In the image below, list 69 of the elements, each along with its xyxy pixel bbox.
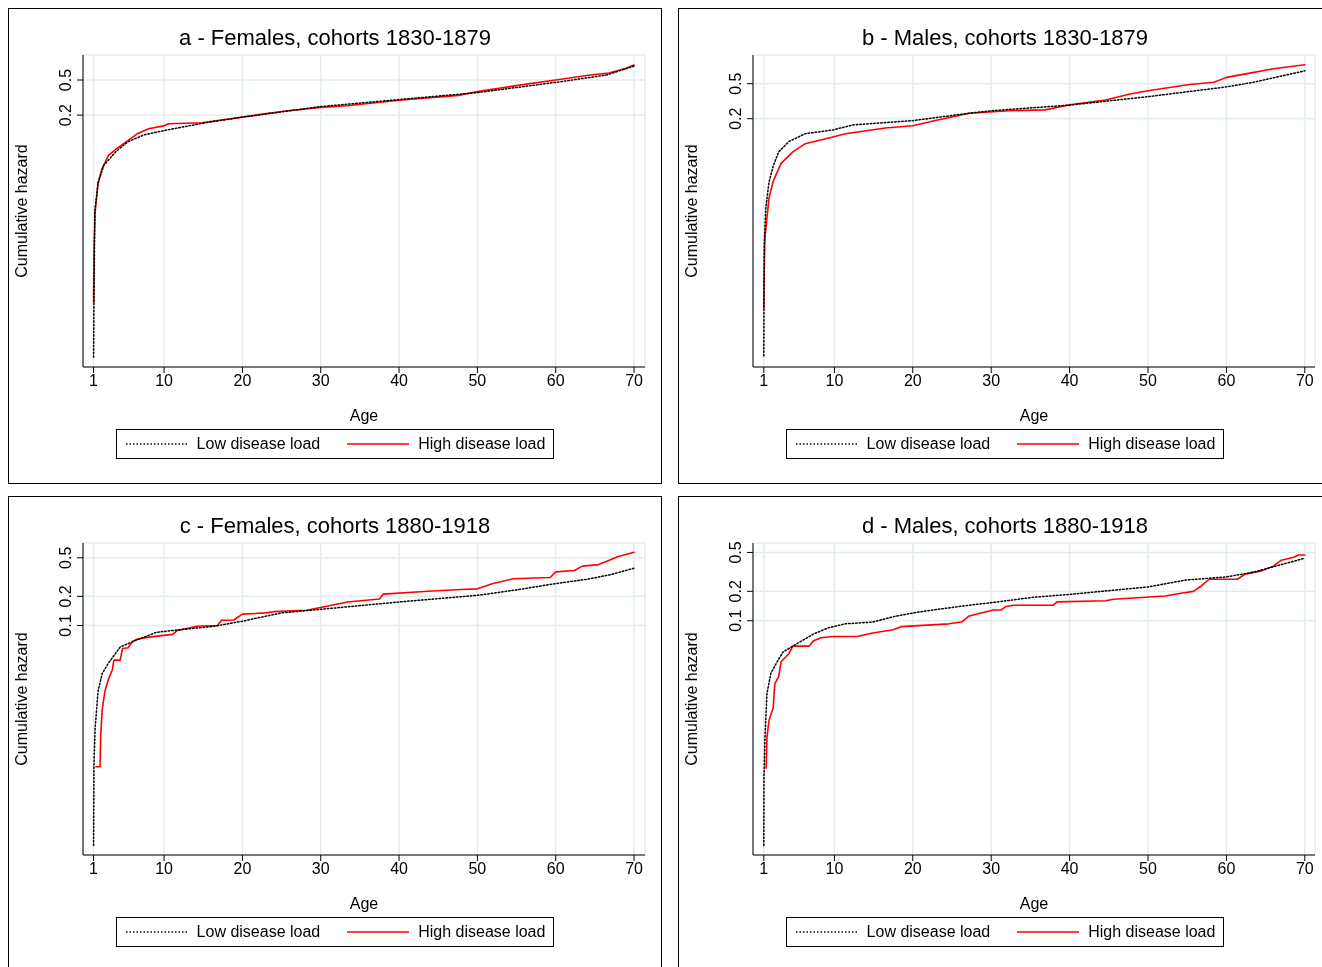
y-axis-title: Cumulative hazard <box>12 632 30 766</box>
line-series <box>92 567 635 847</box>
x-tick-label: 40 <box>1060 860 1079 878</box>
x-tick-label: 10 <box>155 372 174 390</box>
y-tick-label: 0.5 <box>727 72 744 95</box>
x-tick-label: 40 <box>1060 372 1079 390</box>
line-series <box>92 65 635 359</box>
x-tick-label: 70 <box>625 860 644 878</box>
y-tick-label: 0.2 <box>727 580 744 603</box>
legend-label: High disease load <box>1088 435 1216 453</box>
y-axis-title: Cumulative hazard <box>682 144 700 278</box>
x-tick-label: 10 <box>825 372 844 390</box>
x-tick-label: 50 <box>1139 860 1157 878</box>
chart-title: b - Males, cohorts 1830-1879 <box>860 24 1150 52</box>
x-tick-label: 30 <box>311 860 330 878</box>
x-tick-label: 20 <box>903 860 922 878</box>
legend-label: High disease load <box>418 923 546 941</box>
x-tick-label: 50 <box>468 860 487 878</box>
line-series <box>765 554 1306 769</box>
y-tick-label: 0.5 <box>727 541 744 564</box>
x-tick-label: 60 <box>1217 860 1236 878</box>
x-tick-label: 20 <box>233 860 252 878</box>
y-axis-title: Cumulative hazard <box>12 144 30 278</box>
y-tick-label: 0.1 <box>57 614 74 637</box>
legend-label: High disease load <box>418 435 546 453</box>
x-axis-title: Age <box>349 407 379 424</box>
x-tick-label: 30 <box>311 372 330 390</box>
line-series <box>763 557 1306 847</box>
y-tick-label: 0.2 <box>727 107 744 130</box>
legend-label: Low disease load <box>866 923 991 941</box>
x-axis-title: Age <box>1019 895 1049 912</box>
y-tick-label: 0.2 <box>57 103 74 127</box>
x-tick-label: 50 <box>468 372 487 390</box>
x-tick-label: 60 <box>546 860 565 878</box>
x-tick-label: 70 <box>625 372 644 390</box>
x-tick-label: 50 <box>1139 372 1157 390</box>
x-tick-label: 1 <box>89 860 99 878</box>
y-tick-label: 0.5 <box>57 546 74 569</box>
y-tick-label: 0.2 <box>57 585 74 608</box>
line-series <box>92 64 635 304</box>
chart-title: a - Females, cohorts 1830-1879 <box>178 24 492 52</box>
x-tick-label: 1 <box>759 372 769 390</box>
x-tick-label: 1 <box>759 860 769 878</box>
y-tick-label: 0.1 <box>727 609 744 632</box>
y-tick-label: 0.5 <box>57 68 74 92</box>
x-tick-label: 10 <box>825 860 844 878</box>
x-tick-label: 40 <box>390 372 409 390</box>
x-tick-label: 70 <box>1295 372 1314 390</box>
legend-label: Low disease load <box>866 435 991 453</box>
x-tick-label: 70 <box>1295 860 1314 878</box>
x-tick-label: 40 <box>390 860 409 878</box>
x-tick-label: 30 <box>982 860 1001 878</box>
legend-label: Low disease load <box>196 923 321 941</box>
chart-title: d - Males, cohorts 1880-1918 <box>860 512 1150 540</box>
x-axis-title: Age <box>349 895 379 912</box>
line-series <box>95 551 635 768</box>
x-tick-label: 20 <box>233 372 252 390</box>
x-axis-title: Age <box>1019 407 1049 424</box>
x-tick-label: 10 <box>155 860 174 878</box>
x-tick-label: 60 <box>546 372 565 390</box>
chart-title: c - Females, cohorts 1880-1918 <box>178 512 492 540</box>
x-tick-label: 1 <box>89 372 99 390</box>
line-series <box>763 70 1306 357</box>
x-tick-label: 60 <box>1217 372 1236 390</box>
legend-label: Low disease load <box>196 435 321 453</box>
y-axis-title: Cumulative hazard <box>682 632 700 766</box>
x-tick-label: 20 <box>903 372 922 390</box>
x-tick-label: 30 <box>982 372 1001 390</box>
legend-label: High disease load <box>1088 923 1216 941</box>
